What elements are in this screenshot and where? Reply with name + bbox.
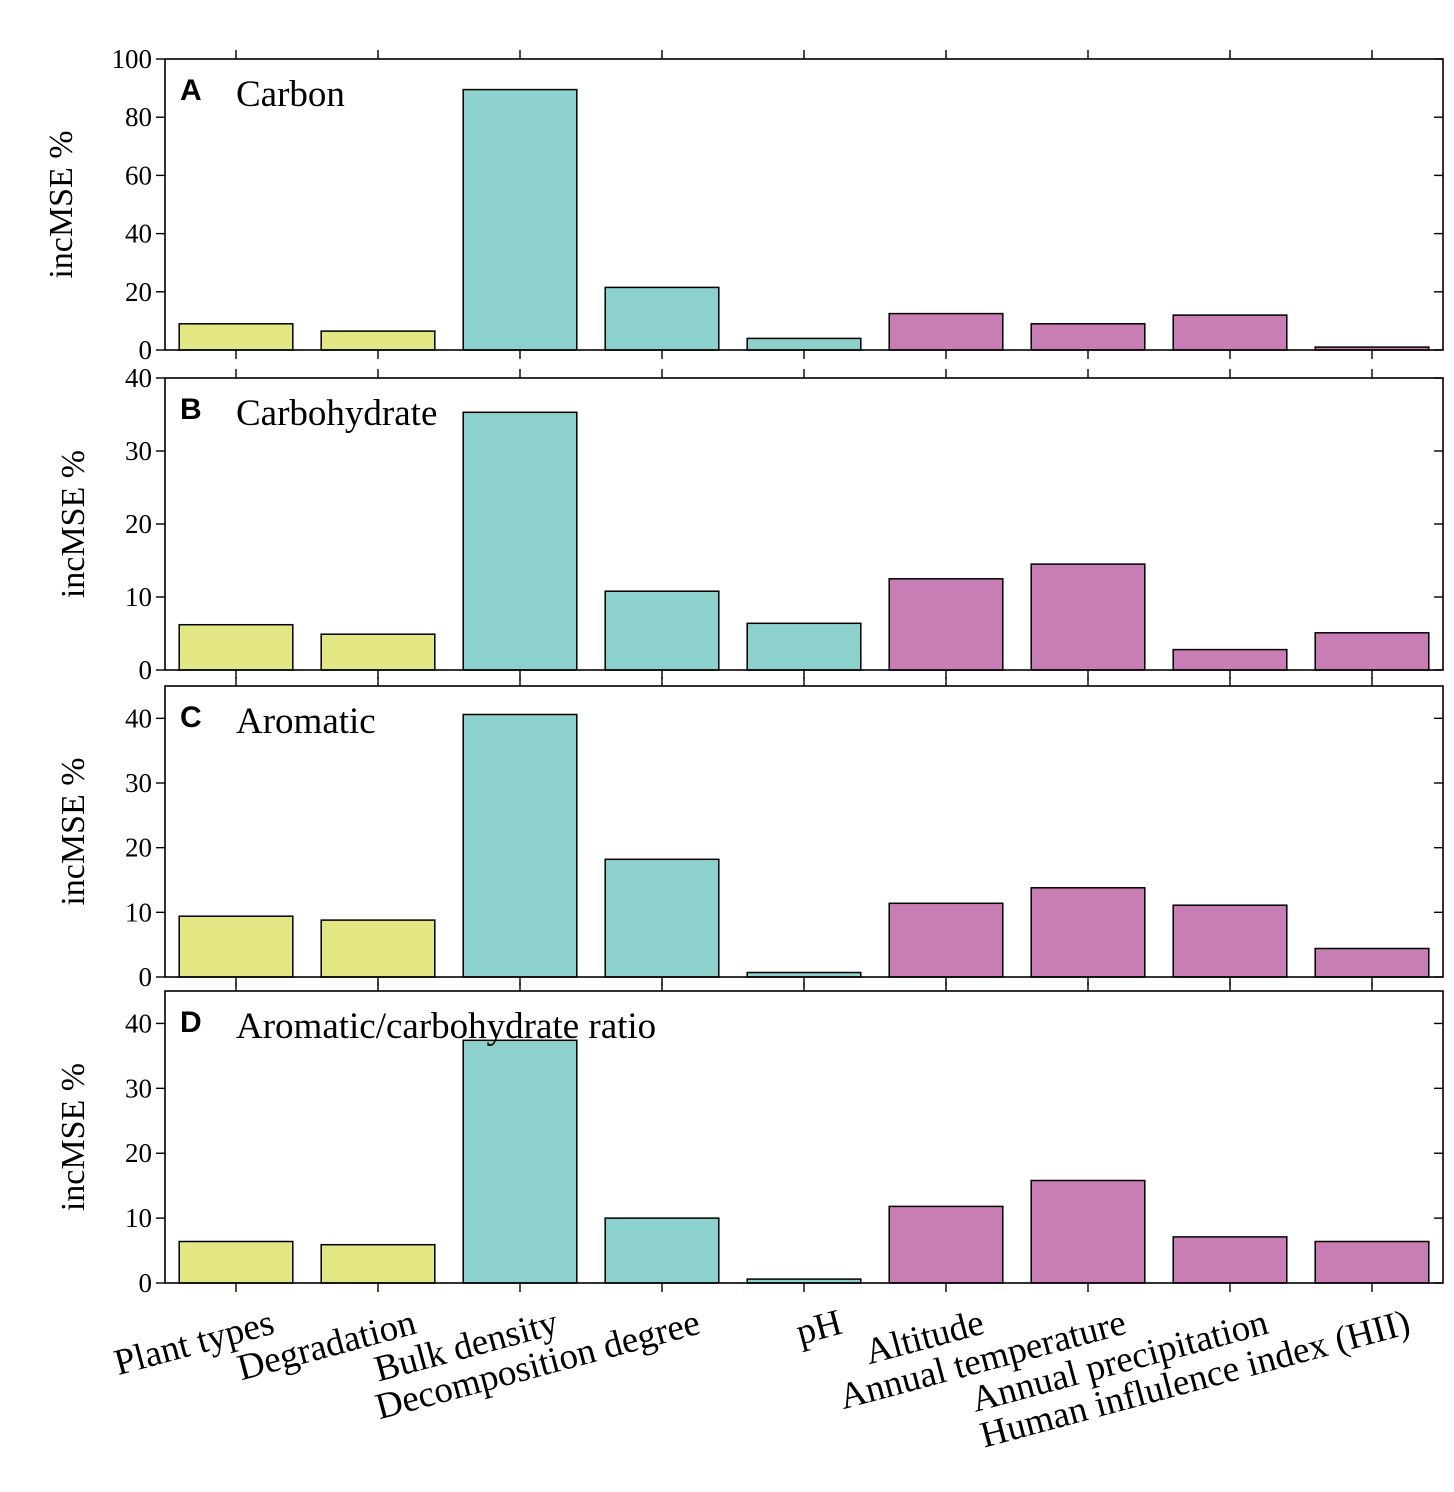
y-tick-label: 0: [139, 655, 153, 685]
y-tick-label: 10: [125, 1203, 152, 1233]
bar-c-2: [320, 919, 436, 978]
y-tick-label: 0: [139, 1268, 153, 1298]
y-tick-label: 20: [125, 833, 152, 863]
y-tick-label: 10: [125, 897, 152, 927]
axes-frame: [164, 58, 1444, 351]
bar-b-5: [746, 622, 862, 671]
bar-a-1: [178, 323, 294, 351]
bar-b-9: [1314, 632, 1430, 671]
bar-c-6: [888, 902, 1004, 978]
y-tick-label: 0: [139, 335, 153, 365]
y-tick-label: 10: [125, 582, 152, 612]
bar-a-6: [888, 312, 1004, 351]
bar-b-8: [1172, 648, 1288, 671]
bar-c-8: [1172, 904, 1288, 978]
y-axis-label: incMSE %: [55, 757, 92, 905]
panel-title: Aromatic/carbohydrate ratio: [236, 1006, 656, 1047]
y-tick-label: 20: [125, 1138, 152, 1168]
y-tick-label: 0: [139, 962, 153, 992]
bar-d-8: [1172, 1236, 1288, 1284]
bar-c-9: [1314, 947, 1430, 978]
bar-c-1: [178, 915, 294, 978]
bar-a-4: [604, 286, 720, 351]
panel-c: 0 10 20 30 40 incMSE % C Aromatic: [55, 677, 1444, 992]
y-tick-label: 30: [125, 436, 152, 466]
bar-d-7: [1030, 1179, 1146, 1284]
y-tick-label: 40: [125, 703, 152, 733]
bar-d-4: [604, 1217, 720, 1284]
bar-b-1: [178, 623, 294, 671]
bar-c-4: [604, 858, 720, 978]
bar-b-4: [604, 590, 720, 671]
y-axis-label: incMSE %: [43, 130, 80, 278]
bar-a-3: [462, 88, 578, 351]
y-tick-label: 40: [125, 219, 152, 249]
panel-title: Carbohydrate: [236, 393, 437, 434]
bar-c-7: [1030, 887, 1146, 978]
bar-a-5: [746, 337, 862, 351]
panel-a: 0 20 40 60 80 100 incMSE % A Carbon: [43, 44, 1444, 365]
panel-letter: C: [180, 701, 202, 734]
bar-d-2: [320, 1243, 436, 1284]
bar-b-3: [462, 411, 578, 671]
bar-d-1: [178, 1240, 294, 1284]
y-axis-label: incMSE %: [55, 450, 92, 598]
y-tick-label: 100: [112, 44, 153, 74]
panel-title: Aromatic: [236, 701, 376, 742]
x-tick-label: pH: [792, 1302, 846, 1353]
bar-d-3: [462, 1039, 578, 1284]
bar-d-9: [1314, 1240, 1430, 1284]
panel-letter: B: [180, 393, 202, 426]
bar-a-7: [1030, 323, 1146, 351]
panel-d: 0 10 20 30 40 incMSE % D Aromatic/carbohydrate …: [55, 982, 1444, 1298]
panel-title: Carbon: [236, 74, 345, 115]
bar-b-7: [1030, 563, 1146, 671]
y-tick-label: 80: [125, 102, 152, 132]
panel-letter: D: [180, 1006, 202, 1039]
y-tick-label: 40: [125, 1008, 152, 1038]
bar-b-6: [888, 578, 1004, 671]
bar-b-2: [320, 633, 436, 671]
y-tick-label: 60: [125, 160, 152, 190]
panel-b: 0 10 20 30 40 incMSE % B Carbohydrate: [55, 363, 1444, 685]
y-tick-label: 20: [125, 277, 152, 307]
y-tick-label: 30: [125, 768, 152, 798]
y-tick-label: 20: [125, 509, 152, 539]
panel-letter: A: [180, 74, 202, 107]
bar-d-6: [888, 1205, 1004, 1284]
y-axis-label: incMSE %: [55, 1063, 92, 1211]
bar-a-8: [1172, 314, 1288, 351]
y-tick-label: 30: [125, 1073, 152, 1103]
y-tick-label: 40: [125, 363, 152, 393]
bar-a-2: [320, 330, 436, 351]
bar-c-3: [462, 713, 578, 978]
